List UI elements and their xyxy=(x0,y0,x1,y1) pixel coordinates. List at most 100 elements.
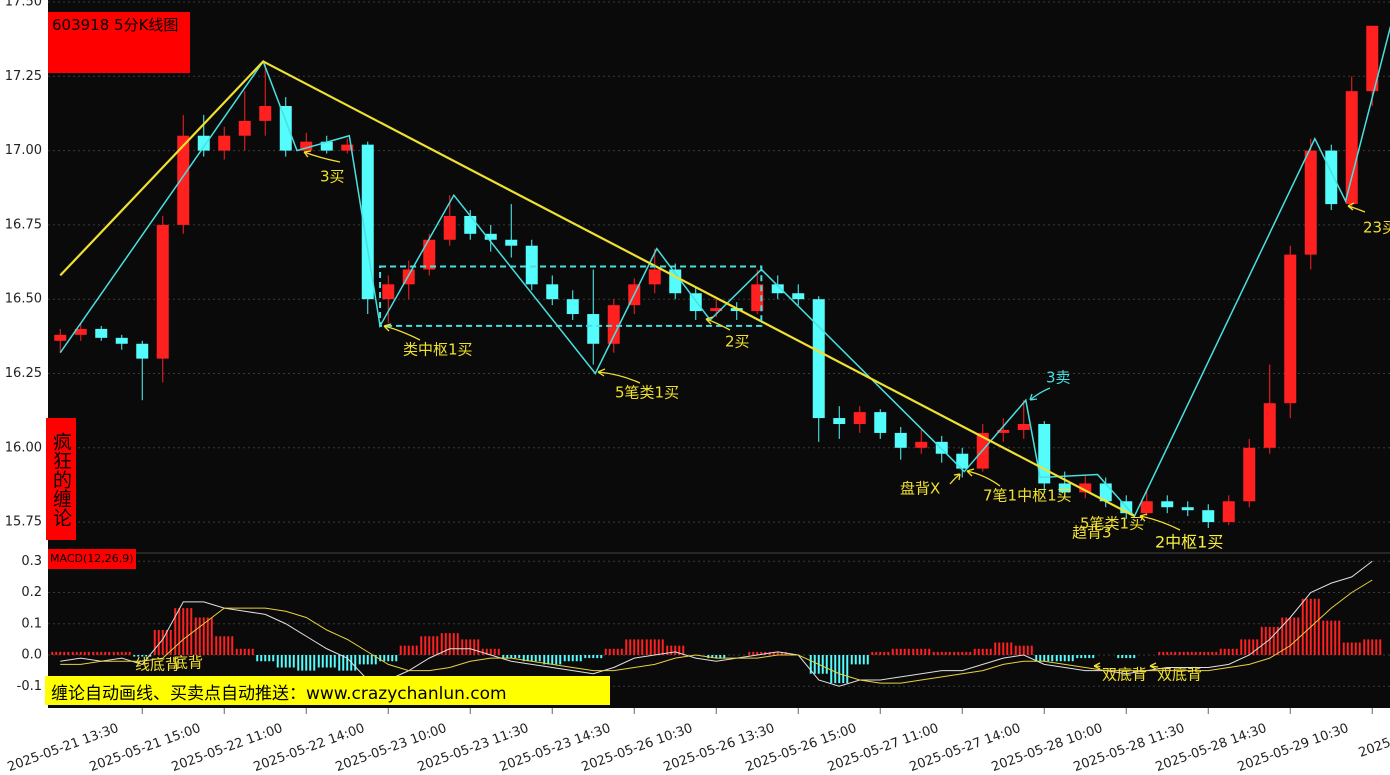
annotation-arrow xyxy=(597,368,641,384)
annotation: 7笔1中枢1买 xyxy=(983,487,1072,505)
candle-body xyxy=(1079,483,1092,493)
candle-body xyxy=(341,144,354,151)
y-tick-label: 17.00 xyxy=(5,143,42,158)
segment-line xyxy=(59,60,1135,518)
candle-body xyxy=(710,308,723,312)
candle-body xyxy=(423,239,436,270)
y-tick-label: 17.50 xyxy=(5,0,42,10)
candle-body xyxy=(1202,510,1215,523)
annotation-arrow xyxy=(949,473,961,485)
macd-tick-label: 0.1 xyxy=(21,616,42,631)
candle-body xyxy=(156,224,169,359)
annotation-arrow xyxy=(1347,202,1366,213)
annotation: 底背 xyxy=(173,654,203,672)
candle-body xyxy=(525,245,538,285)
annotation-arrow xyxy=(705,316,731,331)
candle-body xyxy=(792,293,805,300)
candle-body xyxy=(320,141,333,151)
candle-body xyxy=(894,432,907,448)
candle-body xyxy=(361,144,374,300)
candle-body xyxy=(751,284,764,312)
y-tick-label: 17.25 xyxy=(5,69,42,84)
candle-body xyxy=(833,418,846,425)
candle-body xyxy=(1058,483,1071,493)
candle-body xyxy=(1345,91,1358,205)
candle-body xyxy=(443,215,456,240)
annotation: 盘背X xyxy=(900,480,940,498)
candle-body xyxy=(1366,25,1379,92)
annotation-arrow xyxy=(966,468,1001,487)
annotation: 3卖 xyxy=(1046,369,1071,387)
candle-body xyxy=(1161,501,1174,508)
candle-body xyxy=(1181,507,1194,511)
candle-body xyxy=(607,305,620,344)
y-tick-label: 15.75 xyxy=(5,515,42,530)
candle-body xyxy=(915,441,928,448)
candle-body xyxy=(566,299,579,315)
candle-body xyxy=(771,284,784,294)
annotation-arrow xyxy=(1139,513,1181,531)
candle-body xyxy=(484,233,497,240)
candle-body xyxy=(177,135,190,225)
annotation: 2中枢1买 xyxy=(1155,533,1223,552)
annotation: 双底背 xyxy=(1102,666,1147,684)
annotation: 23买 xyxy=(1363,219,1390,237)
candle-body xyxy=(259,106,272,121)
candle-body xyxy=(874,412,887,433)
candle-body xyxy=(197,135,210,151)
x-tick-label: 2025-05-29 xyxy=(1357,721,1390,761)
annotation: 趋背3 xyxy=(1072,524,1112,542)
candle-body xyxy=(997,429,1010,433)
annotation: 类中枢1买 xyxy=(403,341,473,359)
candle-body xyxy=(935,441,948,454)
stroke-line xyxy=(59,25,1390,518)
macd-tick-label: 0.2 xyxy=(21,585,42,600)
marks xyxy=(48,1,1390,687)
candle-body xyxy=(1284,254,1297,404)
candle-body xyxy=(1325,150,1338,205)
candle-body xyxy=(54,334,67,341)
annotation: 双底背 xyxy=(1157,666,1202,684)
zhongshu-box xyxy=(379,265,763,327)
candle-body xyxy=(218,135,231,151)
candle-body xyxy=(464,215,477,234)
candle-body xyxy=(279,106,292,151)
candle-body xyxy=(587,314,600,344)
plot-background xyxy=(48,0,1390,708)
macd-tick-label: -0.1 xyxy=(17,679,42,694)
annotation-arrow xyxy=(1029,387,1051,401)
annotation: 线底背 xyxy=(135,656,180,674)
chart-title: 603918 5分K线图 xyxy=(48,12,190,73)
candle-body xyxy=(136,343,149,359)
candle-body xyxy=(382,284,395,300)
candle-body xyxy=(95,328,108,338)
annotation: 5笔类1买 xyxy=(1080,515,1144,533)
candle-body xyxy=(1222,501,1235,523)
annotation-arrow xyxy=(383,323,421,341)
y-tick-label: 16.00 xyxy=(5,440,42,455)
candle-body xyxy=(1017,424,1030,430)
y-tick-label: 16.50 xyxy=(5,292,42,307)
candle-body xyxy=(648,269,661,285)
annotation-arrow xyxy=(303,150,341,163)
candle-body xyxy=(546,284,559,300)
annotations: 3买 类中枢1买 5笔类1买 2买 盘背X 7笔1中枢1买 3卖 5笔类1买 趋… xyxy=(135,150,1390,684)
side-label: 疯狂的缠论 xyxy=(46,418,76,540)
annotation: 2买 xyxy=(725,333,750,351)
candle-body xyxy=(74,328,87,335)
candle-body xyxy=(812,299,825,419)
candle-body xyxy=(1304,150,1317,255)
annotation: 3买 xyxy=(320,168,345,186)
annotation-arrow xyxy=(1093,662,1101,670)
candle-body xyxy=(853,412,866,425)
candle-body xyxy=(956,453,969,469)
y-tick-label: 16.25 xyxy=(5,366,42,381)
y-tick-label: 16.75 xyxy=(5,217,42,232)
candle-body xyxy=(1243,447,1256,502)
candle-body xyxy=(300,141,313,151)
candle-body xyxy=(1140,501,1153,514)
annotation: 5笔类1买 xyxy=(615,384,679,402)
macd-dea-line xyxy=(60,579,1373,684)
